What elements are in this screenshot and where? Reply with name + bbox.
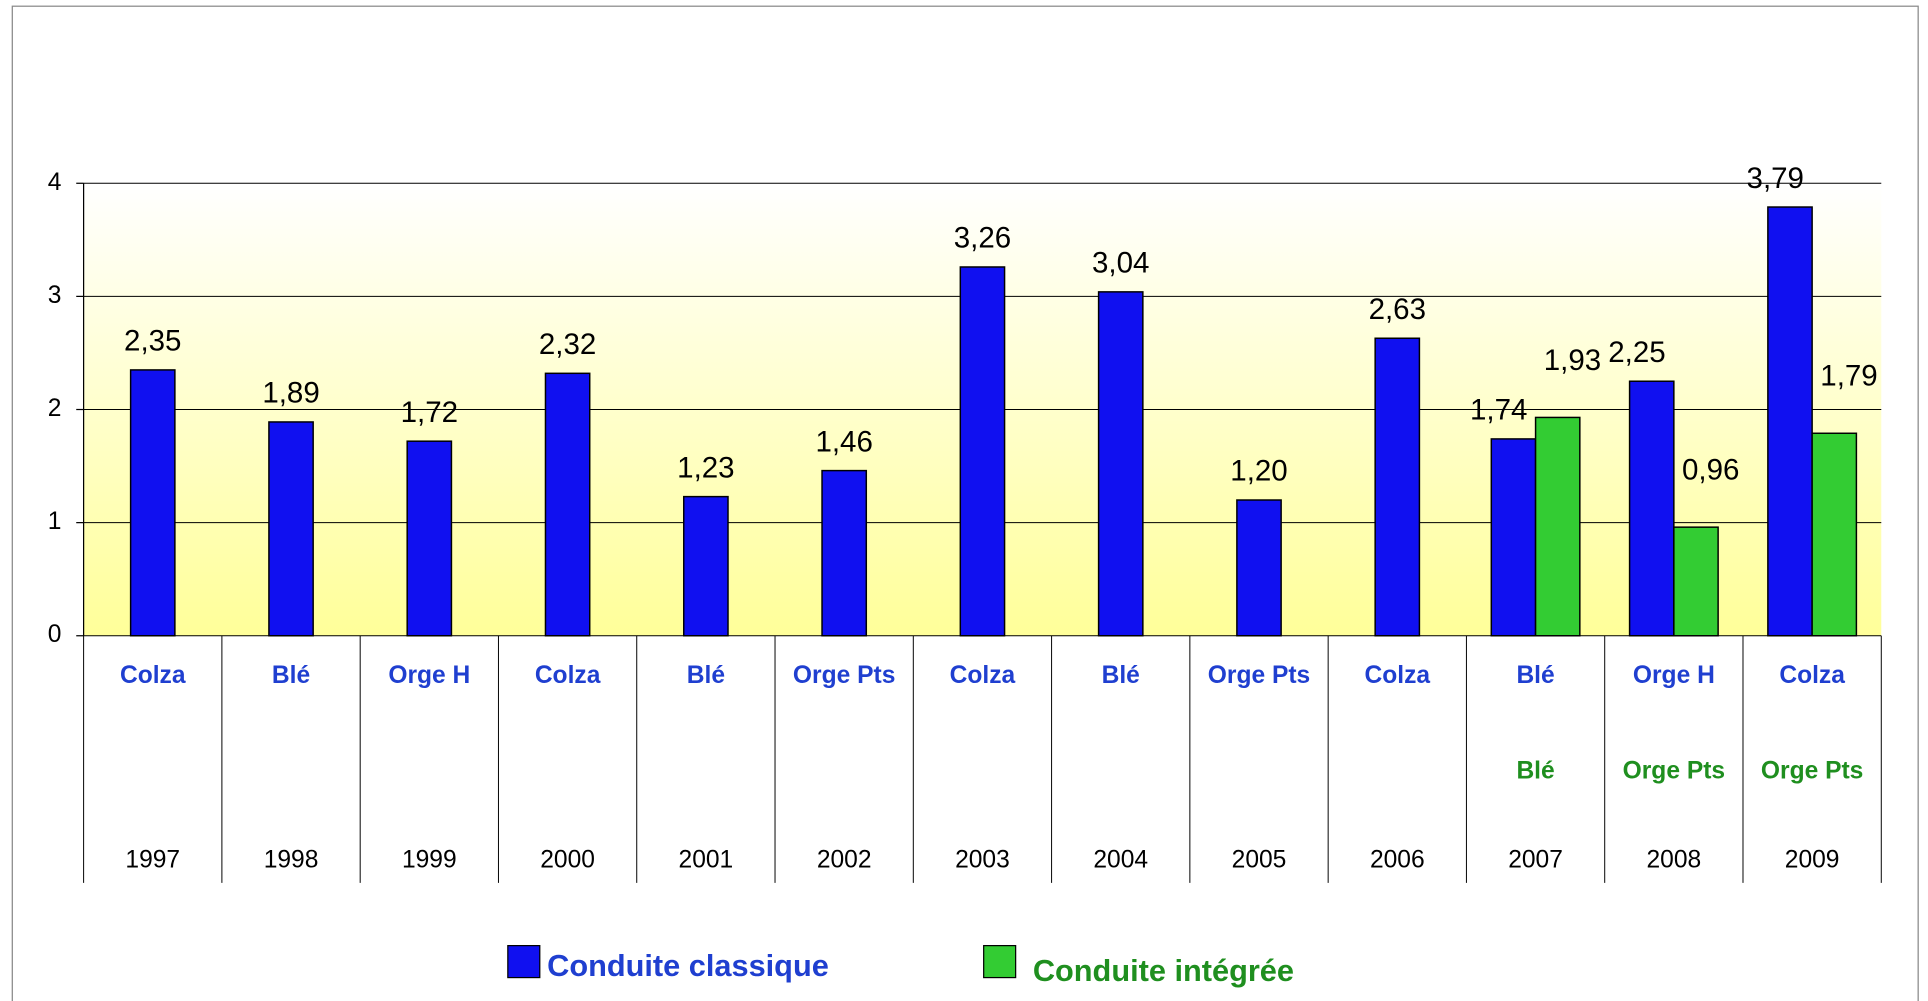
value-label: 2,63 — [1369, 293, 1426, 326]
value-label: 1,93 — [1544, 344, 1601, 377]
value-label: 3,26 — [954, 222, 1011, 255]
value-label: 1,74 — [1470, 394, 1527, 427]
legend-label: Conduite intégrée — [1033, 953, 1294, 988]
crop-label: Orge Pts — [1208, 662, 1310, 689]
x-tick-label: 2000 — [540, 846, 595, 873]
value-label: 3,04 — [1092, 247, 1149, 280]
bar — [1767, 206, 1813, 637]
crop-label: Colza — [535, 662, 601, 689]
crop-label: Colza — [950, 662, 1016, 689]
crop-label: Orge H — [388, 662, 470, 689]
value-label: 1,72 — [401, 396, 458, 429]
x-tick-label: 2002 — [817, 846, 872, 873]
x-tick-label: 2003 — [955, 846, 1010, 873]
bar — [959, 266, 1006, 637]
bar — [1811, 432, 1858, 637]
bar — [1374, 337, 1421, 637]
legend-label: Conduite classique — [547, 948, 829, 983]
y-tick-label: 2 — [48, 395, 62, 422]
x-tick-label: 2004 — [1093, 846, 1148, 873]
value-label: 1,20 — [1230, 455, 1287, 488]
x-tick-label: 2009 — [1785, 846, 1840, 873]
crop-label: Orge Pts — [1761, 758, 1863, 785]
crop-label: Blé — [687, 662, 725, 689]
y-tick-label: 0 — [48, 621, 62, 648]
value-label: 1,79 — [1820, 360, 1877, 393]
value-label: 3,79 — [1747, 162, 1804, 195]
value-label: 2,32 — [539, 328, 596, 361]
value-label: 0,96 — [1682, 454, 1739, 487]
bar — [1236, 499, 1282, 637]
legend-swatch — [983, 944, 1017, 979]
crop-label: Orge Pts — [1623, 758, 1725, 785]
value-label: 1,46 — [815, 425, 872, 458]
bar — [1534, 416, 1581, 637]
bar — [683, 495, 729, 637]
x-tick-label: 1999 — [402, 846, 457, 873]
bar — [1673, 526, 1719, 637]
crop-label: Colza — [1779, 662, 1845, 689]
bar — [1628, 380, 1675, 637]
crop-label: Colza — [120, 662, 186, 689]
bar — [406, 440, 453, 637]
legend-swatch — [507, 944, 541, 979]
x-tick-label: 2006 — [1370, 846, 1425, 873]
bar — [1097, 291, 1144, 637]
x-tick-label: 2005 — [1232, 846, 1287, 873]
bar — [129, 369, 176, 637]
x-tick-label: 2007 — [1508, 846, 1563, 873]
y-tick-label: 4 — [48, 169, 62, 196]
crop-label: Blé — [1516, 662, 1554, 689]
bar — [544, 372, 591, 637]
crop-label: Orge Pts — [793, 662, 895, 689]
value-label: 1,23 — [677, 451, 734, 484]
bar — [1490, 438, 1537, 637]
y-tick-label: 3 — [48, 282, 62, 309]
crop-label: Orge H — [1633, 662, 1715, 689]
crop-label: Blé — [272, 662, 310, 689]
bar — [821, 469, 868, 637]
crop-label: Colza — [1365, 662, 1431, 689]
crop-label: Blé — [1516, 758, 1554, 785]
value-label: 2,35 — [124, 325, 181, 358]
x-tick-label: 1997 — [125, 846, 180, 873]
x-tick-label: 2008 — [1647, 846, 1702, 873]
y-tick-label: 1 — [48, 508, 62, 535]
value-label: 2,25 — [1608, 336, 1665, 369]
x-tick-label: 1998 — [264, 846, 319, 873]
x-tick-label: 2001 — [679, 846, 734, 873]
crop-label: Blé — [1102, 662, 1140, 689]
value-label: 1,89 — [262, 377, 319, 410]
bar — [268, 421, 314, 637]
